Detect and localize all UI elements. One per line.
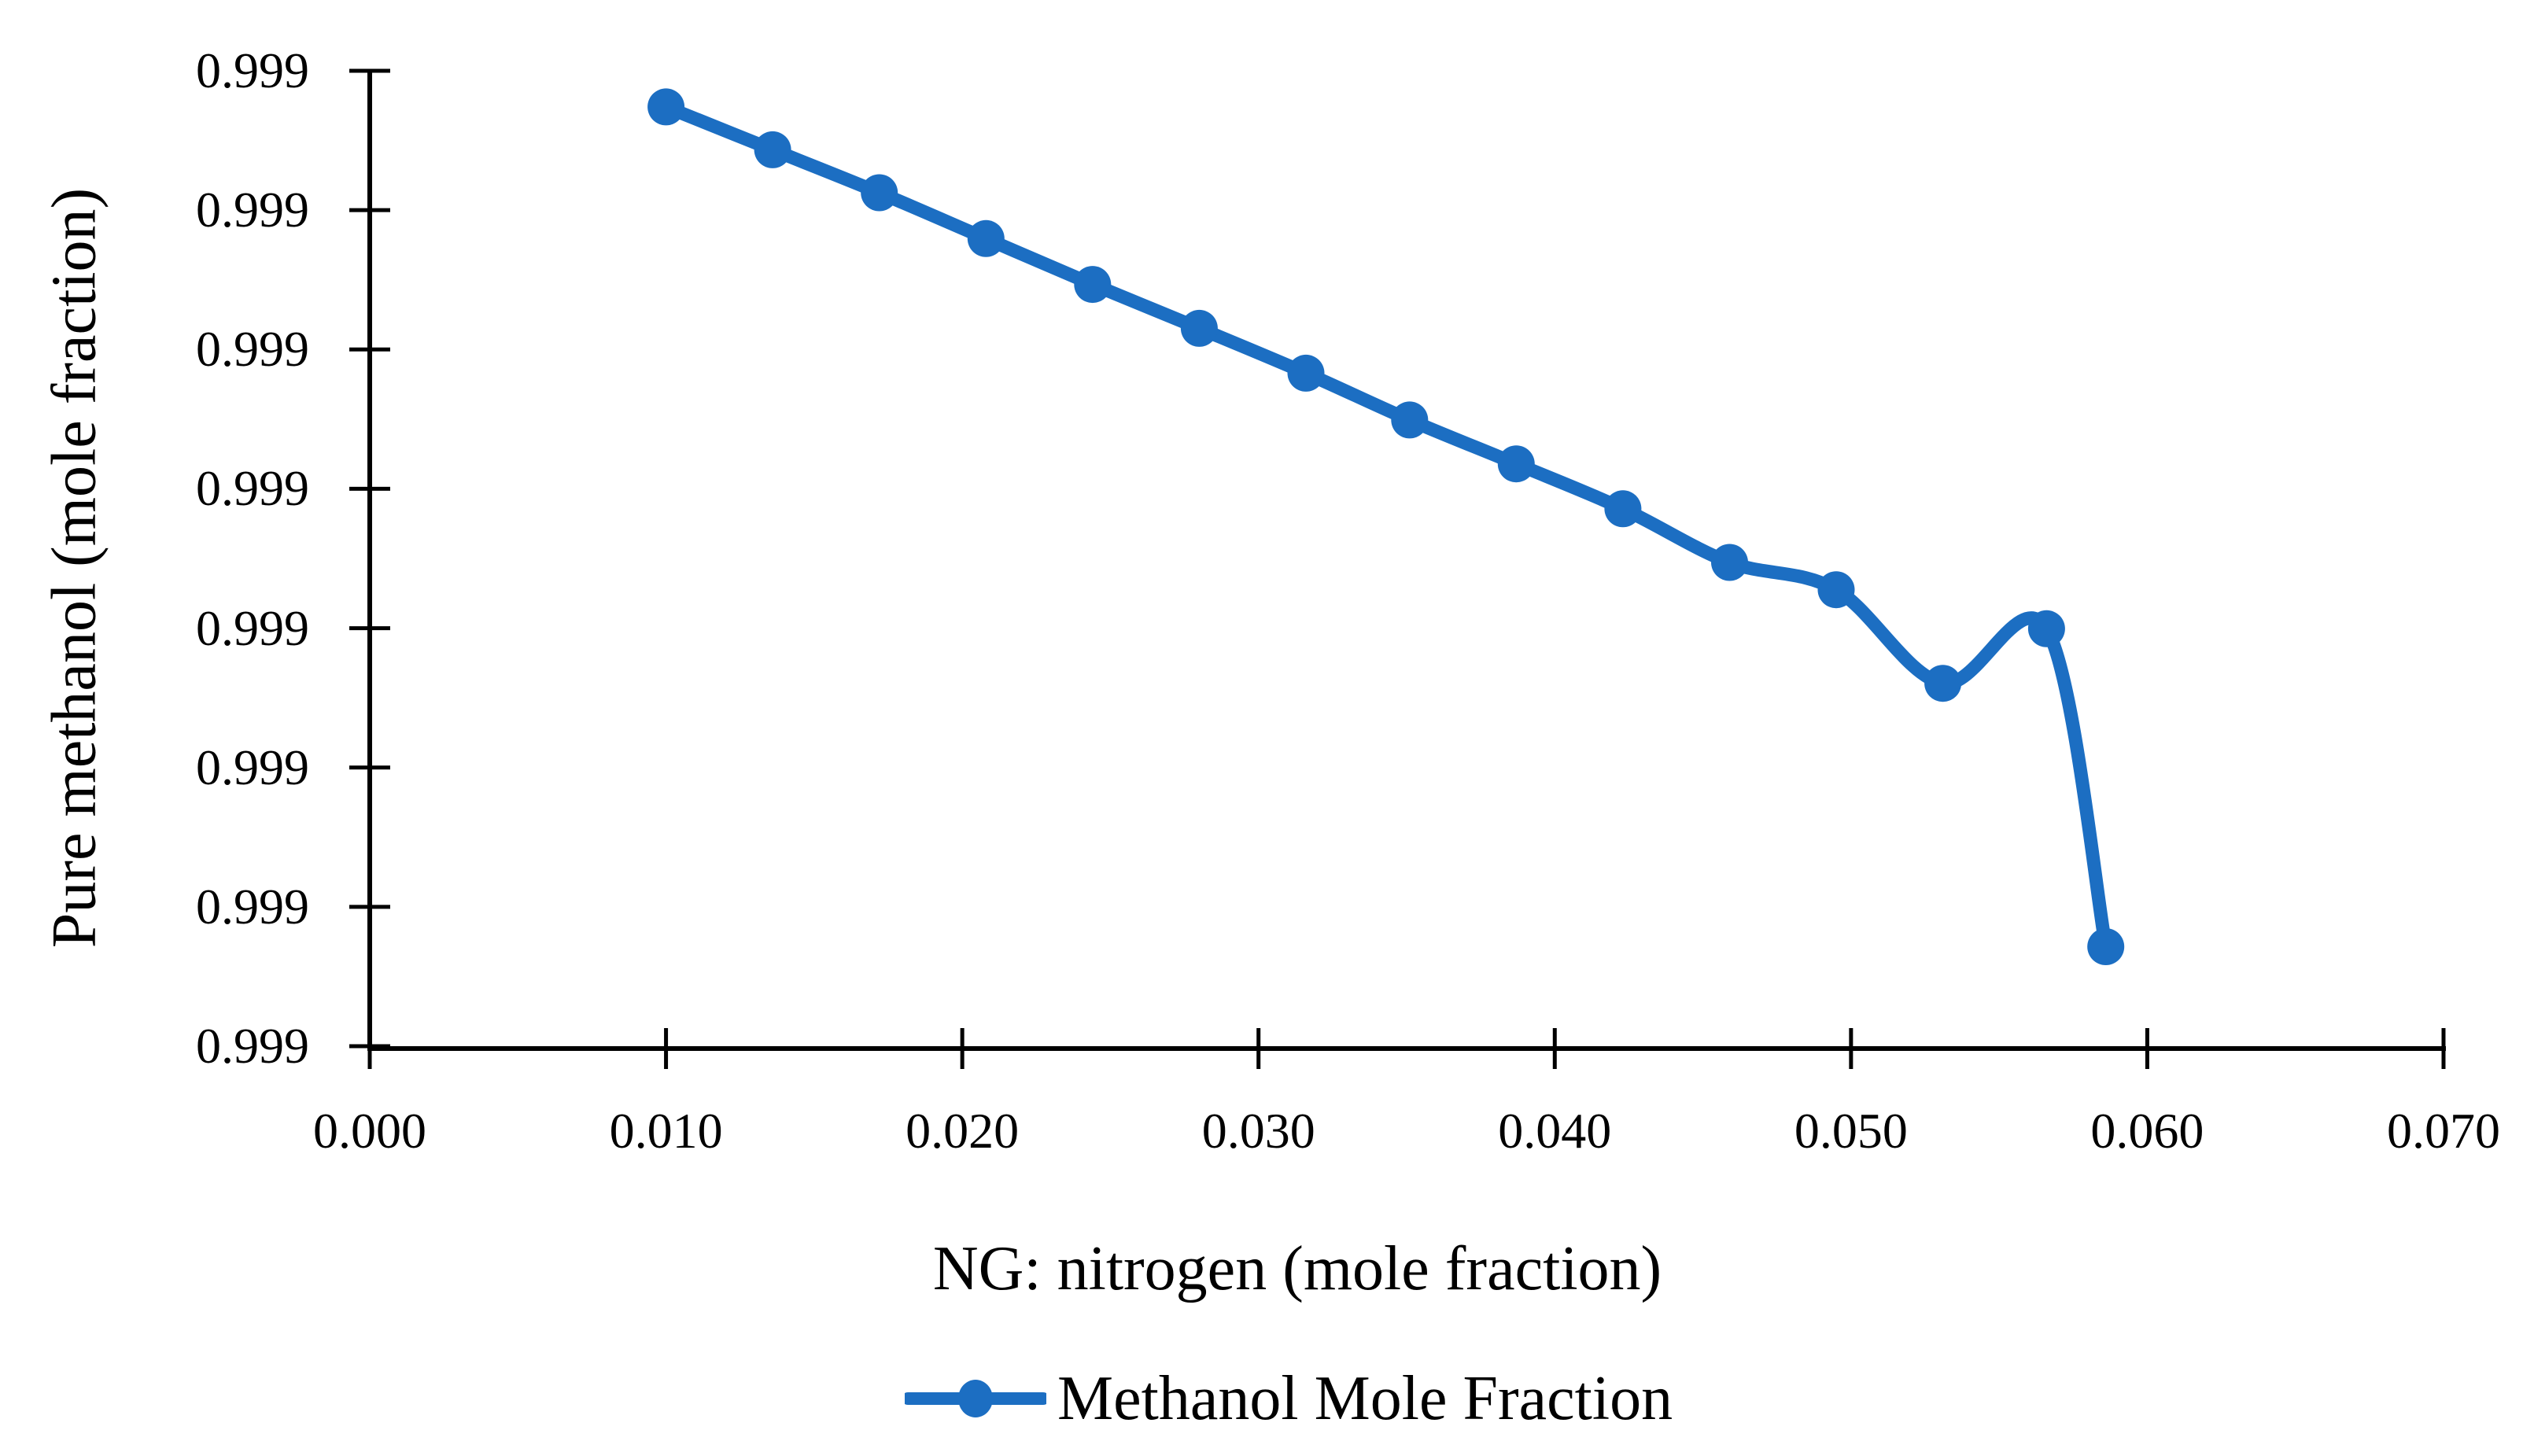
legend-marker-icon	[958, 1380, 993, 1417]
data-point-marker	[1391, 401, 1429, 439]
data-point-marker	[967, 219, 1005, 257]
data-point-marker	[1074, 266, 1112, 304]
legend-label: Methanol Mole Fraction	[1057, 1364, 1673, 1433]
data-point-marker	[754, 131, 791, 168]
y-tick-label: 0.999	[196, 878, 309, 934]
data-point-marker	[647, 88, 685, 126]
data-point-marker	[1180, 309, 1218, 347]
y-tick-label: 0.999	[196, 739, 309, 795]
y-tick-label: 0.999	[196, 42, 309, 98]
y-tick-label: 0.999	[196, 321, 309, 378]
y-tick-label: 0.999	[196, 460, 309, 517]
data-point-marker	[861, 174, 898, 212]
x-tick-label: 0.020	[906, 1103, 1020, 1159]
x-tick-label: 0.010	[609, 1103, 723, 1159]
series-line	[659, 100, 2113, 953]
x-tick-label: 0.040	[1498, 1103, 1612, 1159]
legend: Methanol Mole Fraction	[905, 1358, 1673, 1439]
x-axis-title: NG: nitrogen (mole fraction)	[932, 1234, 1662, 1303]
x-tick-label: 0.050	[1794, 1103, 1908, 1159]
y-tick-label: 0.999	[196, 599, 309, 656]
legend-line-marker-sample	[905, 1380, 1046, 1417]
x-tick-label: 0.000	[313, 1103, 426, 1159]
y-tick-label: 0.999	[196, 1018, 309, 1074]
data-point-marker	[1817, 571, 1855, 609]
data-point-marker	[1924, 665, 1962, 702]
x-tick-label: 0.030	[1201, 1103, 1315, 1159]
data-point-marker	[2087, 928, 2125, 965]
y-axis-title: Pure methanol (mole fraction)	[39, 187, 109, 949]
data-point-marker	[2027, 610, 2065, 647]
data-point-marker	[1604, 490, 1642, 528]
data-point-marker	[1711, 544, 1748, 581]
data-point-marker	[1287, 354, 1325, 392]
x-tick-label: 0.070	[2387, 1103, 2500, 1159]
data-point-marker	[1497, 445, 1535, 483]
x-tick-label: 0.060	[2090, 1103, 2204, 1159]
y-tick-label: 0.999	[196, 182, 309, 238]
